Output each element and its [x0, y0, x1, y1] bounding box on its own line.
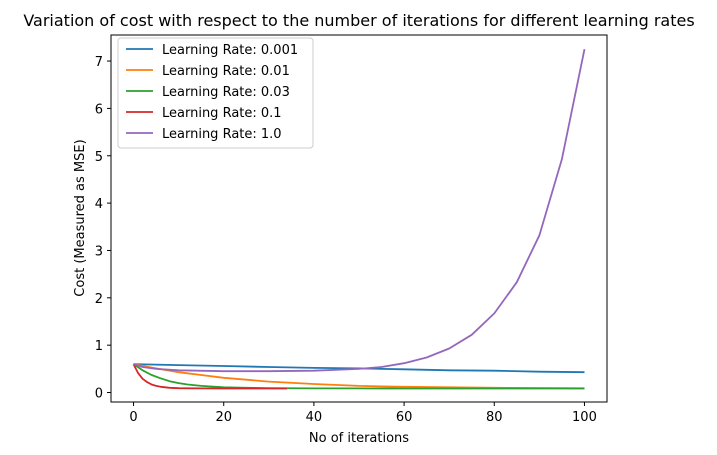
x-axis-label: No of iterations [309, 431, 409, 446]
y-tick-label: 1 [95, 339, 103, 354]
x-tick-label: 80 [486, 410, 503, 425]
series-line-4 [132, 363, 287, 390]
x-axis-ticks: 0 20 40 60 80 100 [129, 402, 597, 425]
series-line-3 [132, 363, 585, 390]
y-tick-label: 7 [95, 55, 103, 70]
x-tick-label: 0 [129, 410, 137, 425]
y-tick-label: 3 [95, 244, 103, 259]
x-tick-label: 60 [396, 410, 413, 425]
legend-label-1: Learning Rate: 0.001 [162, 43, 298, 58]
plot-frame [110, 34, 608, 403]
series-line-5 [133, 49, 586, 373]
y-tick-label: 6 [95, 102, 103, 117]
legend-label-4: Learning Rate: 0.1 [162, 106, 282, 121]
series-layer [132, 49, 586, 390]
legend-label-3: Learning Rate: 0.03 [162, 85, 290, 100]
chart-title: Variation of cost with respect to the nu… [23, 11, 694, 30]
y-tick-label: 5 [95, 150, 103, 165]
y-axis-label: Cost (Measured as MSE) [73, 139, 88, 296]
x-tick-label: 100 [572, 410, 597, 425]
x-tick-label: 40 [306, 410, 323, 425]
y-axis-ticks: 0 1 2 3 4 5 6 7 [95, 55, 111, 402]
legend-label-2: Learning Rate: 0.01 [162, 64, 290, 79]
legend: Learning Rate: 0.001 Learning Rate: 0.01 L… [117, 37, 314, 149]
y-tick-label: 0 [95, 387, 103, 402]
y-tick-label: 2 [95, 292, 103, 307]
legend-box [117, 37, 314, 149]
plot-area: 0 20 40 60 80 100 0 1 2 3 4 5 6 7 [95, 34, 608, 425]
legend-label-5: Learning Rate: 1.0 [162, 127, 282, 142]
x-tick-label: 20 [215, 410, 232, 425]
y-tick-label: 4 [95, 197, 103, 212]
